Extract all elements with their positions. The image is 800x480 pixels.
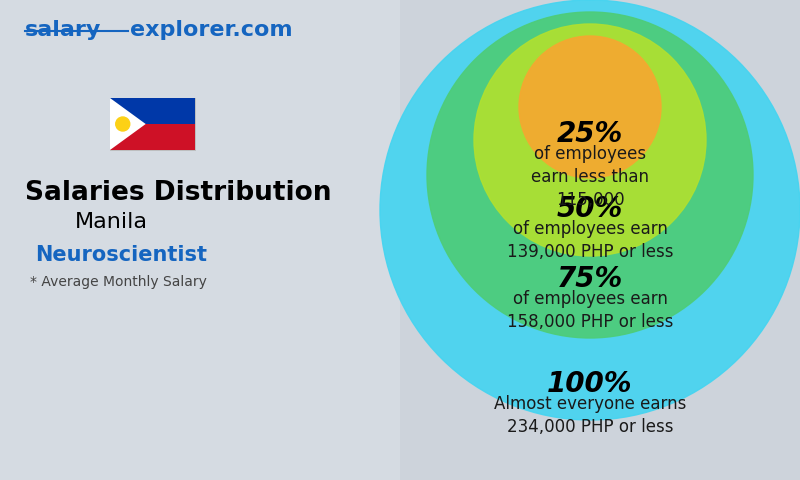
Text: 50%: 50%: [557, 195, 623, 223]
Text: explorer.com: explorer.com: [130, 20, 293, 40]
Circle shape: [380, 0, 800, 420]
Text: 75%: 75%: [557, 265, 623, 293]
Text: Neuroscientist: Neuroscientist: [35, 245, 207, 265]
Bar: [0, 0, 400, 480]
Bar: [110, 98, 195, 150]
Circle shape: [116, 117, 130, 131]
Text: * Average Monthly Salary: * Average Monthly Salary: [30, 275, 207, 289]
Text: 100%: 100%: [547, 370, 633, 398]
Text: salary: salary: [25, 20, 102, 40]
Text: Almost everyone earns
234,000 PHP or less: Almost everyone earns 234,000 PHP or les…: [494, 395, 686, 436]
Polygon shape: [110, 98, 146, 150]
Circle shape: [474, 24, 706, 256]
Bar: [110, 98, 195, 124]
Bar: [110, 124, 195, 150]
Text: of employees
earn less than
115,000: of employees earn less than 115,000: [531, 145, 649, 209]
Text: of employees earn
139,000 PHP or less: of employees earn 139,000 PHP or less: [506, 220, 674, 261]
Text: Manila: Manila: [75, 212, 148, 232]
Text: 25%: 25%: [557, 120, 623, 148]
Circle shape: [427, 12, 753, 338]
Text: Salaries Distribution: Salaries Distribution: [25, 180, 331, 206]
Circle shape: [519, 36, 661, 178]
Text: of employees earn
158,000 PHP or less: of employees earn 158,000 PHP or less: [507, 290, 673, 331]
